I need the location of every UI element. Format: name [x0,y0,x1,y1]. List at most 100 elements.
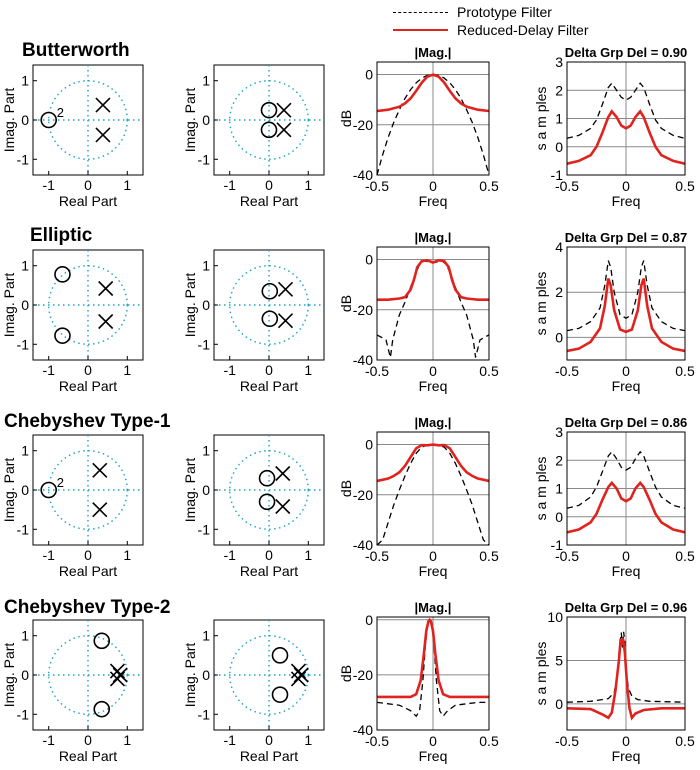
mag-ylabel-2: dB [338,480,354,497]
mag-border-2 [376,431,490,546]
delay-xtick-label-2: 0.5 [675,548,695,564]
mag-ytick-label-1: -20 [353,302,373,318]
pz-proto-xtick-label-3: 1 [123,732,131,748]
mag-ytick-label-1: -40 [353,352,373,368]
delay-reduced-line-2 [567,480,685,534]
pz-reduced-unit-circle-2 [229,450,309,530]
pz-proto-ylabel-0: Imag. Part [1,88,17,153]
pz-reduced-unit-circle-0 [229,80,309,160]
legend-reduced-line [393,29,448,31]
delay-ytick-label-2: 2 [555,452,563,468]
delay-ytick-label-2: 3 [555,424,563,440]
mag-xtick-label-1: 0 [429,363,437,379]
pz-proto-xtick-label-2: 0 [84,547,92,563]
mag-ytick-label-3: 0 [365,612,373,628]
pz-reduced-pole-2 [275,498,291,515]
pz-reduced-xtick-label-2: -1 [223,547,236,563]
mag-xtick-label-0: 0 [429,178,437,194]
delay-xtick-label-3: 0 [622,733,630,749]
pz-proto-pole-0 [95,127,111,143]
pz-reduced-ytick-label-2: 0 [202,482,210,498]
pz-proto-ytick-label-1: 1 [21,258,29,274]
pz-proto-xlabel-0: Real Part [59,193,117,209]
pz-proto-pole-3 [109,663,126,679]
mag-ytick-label-3: -20 [353,667,373,683]
mag-xtick-label-3: 0 [429,733,437,749]
delay-xtick-label-1: 0 [622,363,630,379]
pz-proto-ylabel-3: Imag. Part [1,643,17,708]
mag-ytick-label-2: -40 [353,537,373,553]
mag-ytick-label-0: 0 [365,67,373,83]
pz-proto-pole-2 [92,462,108,478]
pz-reduced-zero-2 [258,493,276,511]
pz-reduced-ylabel-3: Imag. Part [182,643,198,708]
pz-proto-xtick-label-1: -1 [42,362,55,378]
pz-proto-pole-2 [92,502,108,518]
delay-xlabel-3: Freq [612,748,641,764]
pz-reduced-xtick-label-1: 0 [265,362,273,378]
mag-xtick-label-1: -0.5 [365,363,389,379]
delay-xtick-label-0: -0.5 [555,178,579,194]
mag-xtick-label-0: -0.5 [365,178,389,194]
pz-reduced-zero-2 [258,469,276,487]
pz-proto-zero-3 [93,632,111,650]
mag-ylabel-0: dB [338,110,354,127]
pz-proto-xtick-label-0: 1 [123,177,131,193]
pz-proto-xtick-label-1: 1 [123,362,131,378]
row-title-elliptic: Elliptic [30,225,93,246]
delay-xtick-label-0: 0 [622,178,630,194]
pz-proto-unit-circle-2 [48,450,128,530]
pz-proto-xtick-label-1: 0 [84,362,92,378]
pz-proto-pole-0 [95,97,111,113]
pz-reduced-ylabel-0: Imag. Part [182,88,198,153]
mag-xtick-label-3: 0.5 [479,733,499,749]
pz-reduced-pole-3 [290,671,307,687]
mag-ytick-label-0: -40 [353,167,373,183]
legend-prototype-line [393,11,448,13]
pz-reduced-ytick-label-3: 1 [202,628,210,644]
pz-reduced-xtick-label-2: 0 [265,547,273,563]
pz-reduced-xtick-label-0: 1 [304,177,312,193]
delay-ytick-label-1: 0 [555,329,563,345]
pz-reduced-xlabel-1: Real Part [240,378,298,394]
legend-reduced: Reduced-Delay Filter [393,21,589,39]
delay-ytick-label-3: 0 [555,696,563,712]
row-title-butterworth: Butterworth [22,40,130,61]
row-title-chebyshev-1: Chebyshev Type-1 [4,411,171,432]
delay-ytick-label-1: 2 [555,284,563,300]
pz-reduced-xlabel-3: Real Part [240,748,298,764]
delay-title-2: Delta Grp Del = 0.86 [565,415,687,430]
pz-reduced-zero-3 [271,686,289,703]
delay-reduced-line-1 [567,278,685,353]
delay-ytick-label-3: 5 [555,652,563,668]
pz-reduced-xtick-label-3: -1 [223,732,236,748]
delay-xtick-label-0: 0.5 [675,178,695,194]
pz-reduced-ytick-label-1: -1 [198,336,211,352]
pz-proto-xlabel-3: Real Part [59,748,117,764]
pz-reduced-pole-2 [275,465,291,482]
pz-reduced-xlabel-0: Real Part [240,193,298,209]
delay-ytick-label-2: 0 [555,509,563,525]
mag-ytick-label-1: 0 [365,252,373,268]
pz-reduced-pole-3 [290,663,307,679]
pz-proto-unit-circle-0 [48,80,128,160]
mag-xtick-label-3: -0.5 [365,733,389,749]
delay-ylabel-1: s a m ples [533,272,549,336]
delay-ytick-label-2: -1 [551,537,564,553]
delay-xtick-label-1: -0.5 [555,363,579,379]
pz-reduced-ytick-label-0: 1 [202,73,210,89]
pz-reduced-xtick-label-3: 0 [265,732,273,748]
pz-reduced-zero-3 [271,647,289,664]
pz-proto-pole-1 [98,280,114,297]
pz-reduced-ytick-label-0: -1 [198,151,211,167]
mag-reduced-line-0 [377,73,489,113]
pz-reduced-zero-0 [260,121,278,139]
delay-ytick-label-1: 4 [555,239,563,255]
mag-reduced-line-3 [377,617,489,699]
delay-ytick-label-2: 1 [555,481,563,497]
pz-reduced-xtick-label-0: 0 [265,177,273,193]
pz-reduced-zero-0 [260,101,278,119]
pz-proto-zero-0 [40,111,58,129]
pz-reduced-ylabel-1: Imag. Part [182,273,198,338]
